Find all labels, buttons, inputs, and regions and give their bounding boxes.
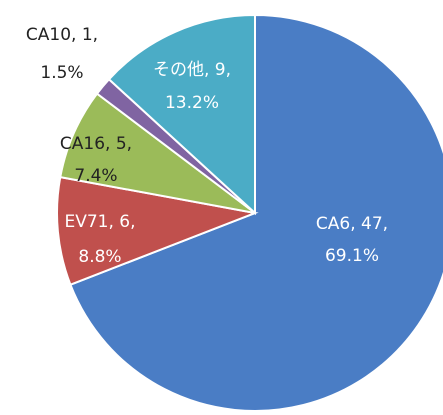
slice-label: CA10, 1, (26, 25, 98, 45)
slice-label: その他, 9, (153, 60, 231, 80)
slice-value-label: 7.4% (74, 166, 117, 186)
slice-label: EV71, 6, (64, 212, 135, 232)
slice-value-label: 8.8% (78, 247, 121, 267)
slice-value-label: 1.5% (40, 63, 83, 83)
slice-label: CA16, 5, (60, 134, 132, 154)
pie-slice (107, 13, 256, 216)
slice-label: CA6, 47, (316, 214, 388, 234)
slice-value-label: 13.2% (165, 93, 219, 113)
slice-value-label: 69.1% (325, 246, 379, 266)
